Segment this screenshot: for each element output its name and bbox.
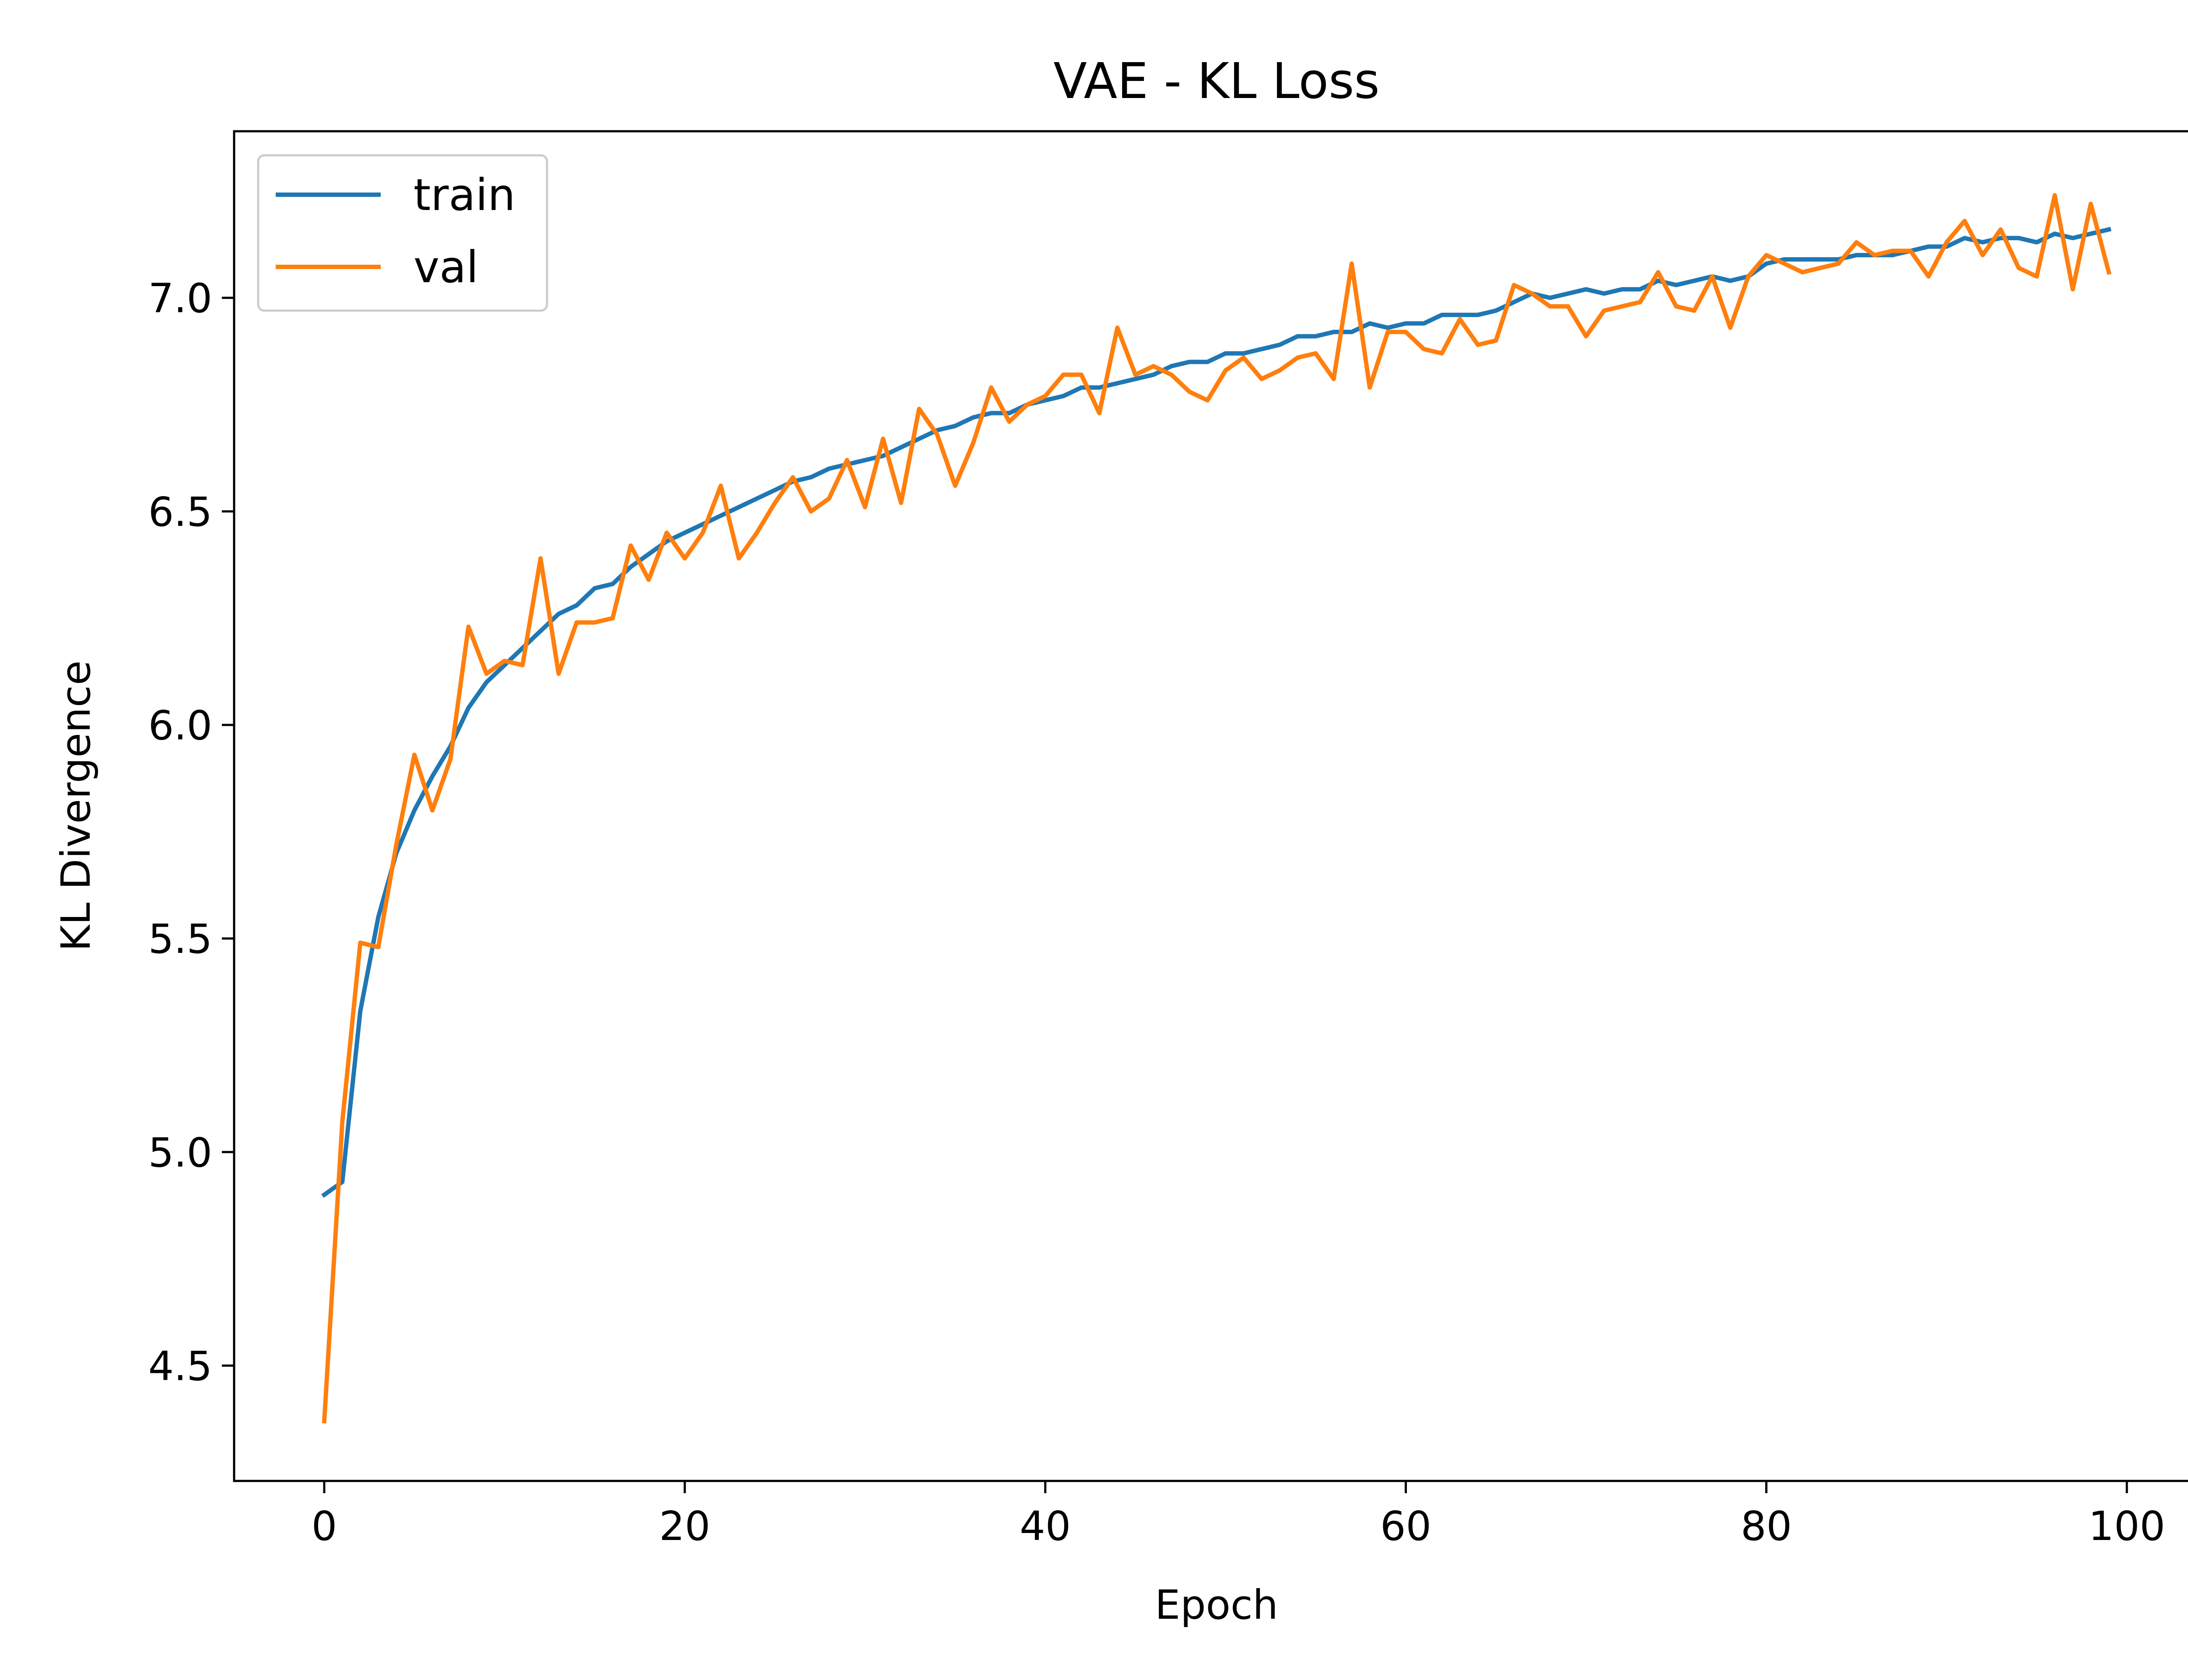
chart-title: VAE - KL Loss [1053,53,1380,110]
x-axis-label: Epoch [1155,1582,1278,1628]
series-line-val [322,193,2112,1424]
y-tick-label: 7.0 [148,275,212,322]
x-tick-label: 80 [1741,1503,1792,1550]
plot-area-frame [233,130,2188,1482]
x-tick-label: 20 [659,1503,710,1550]
legend-label-val: val [414,242,478,293]
y-axis-ticks: 4.5 5.0 5.5 6.0 6.5 7.0 [148,275,234,1390]
plot-lines [321,193,2112,1424]
legend-label-train: train [414,169,515,220]
y-tick-label: 6.5 [148,489,212,536]
x-tick-label: 60 [1380,1503,1431,1550]
y-tick-label: 6.0 [148,702,212,749]
x-tick-label: 40 [1020,1503,1071,1550]
y-tick-label: 5.0 [148,1129,212,1176]
x-tick-label: 0 [312,1503,337,1550]
y-axis-label: KL Divergence [53,661,99,952]
x-axis-ticks: 0 20 40 60 80 100 [312,1481,2165,1550]
y-tick-label: 5.5 [148,916,212,962]
legend: train val [257,154,548,312]
y-tick-label: 4.5 [148,1343,212,1390]
x-tick-label: 100 [2088,1503,2165,1550]
